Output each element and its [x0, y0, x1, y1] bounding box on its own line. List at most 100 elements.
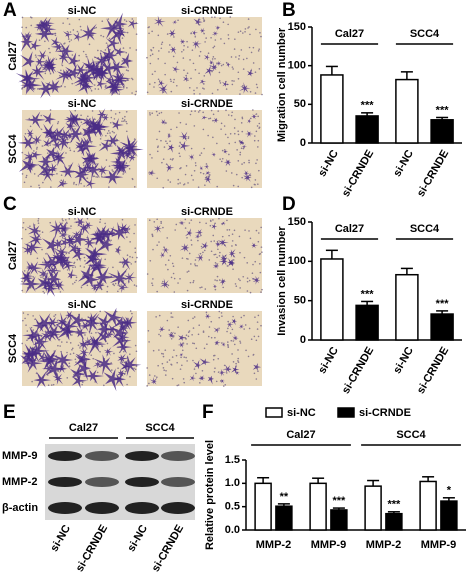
- pore: [253, 335, 256, 338]
- pore: [244, 324, 247, 326]
- pore: [156, 150, 159, 153]
- pore: [227, 114, 230, 116]
- pore: [193, 125, 196, 127]
- cell: [120, 355, 142, 377]
- pore: [28, 117, 31, 120]
- pore: [199, 109, 201, 112]
- x-tick-label: si-CRNDE: [340, 345, 376, 396]
- pore: [203, 32, 205, 35]
- pore: [82, 50, 85, 53]
- pore: [232, 268, 234, 270]
- pore: [208, 117, 210, 120]
- pore: [220, 38, 222, 40]
- pore: [166, 319, 169, 322]
- pore: [198, 55, 201, 57]
- pore: [197, 333, 200, 336]
- y-tick-label: 0: [300, 334, 306, 346]
- cell: [109, 144, 134, 165]
- pore: [129, 353, 131, 356]
- pore: [165, 140, 167, 143]
- pore: [257, 146, 259, 148]
- pore: [21, 280, 23, 283]
- pore: [219, 17, 221, 20]
- pore: [170, 316, 173, 318]
- cell: [158, 326, 166, 333]
- pore: [71, 347, 74, 350]
- pore: [256, 321, 259, 323]
- pore: [133, 367, 135, 370]
- pore: [183, 356, 186, 358]
- pore: [115, 310, 118, 313]
- pore: [121, 120, 123, 123]
- cell: [185, 228, 193, 237]
- pore: [186, 271, 189, 273]
- pore: [205, 37, 207, 39]
- cell: [100, 17, 125, 40]
- pore: [187, 137, 190, 140]
- pore: [44, 68, 47, 71]
- y-axis-label: Invasion cell number: [276, 226, 288, 336]
- pore: [77, 344, 80, 347]
- pore: [22, 312, 25, 314]
- pore: [117, 367, 119, 370]
- cell: [56, 178, 68, 188]
- pore: [167, 259, 170, 261]
- pore: [252, 263, 254, 266]
- band: [48, 451, 82, 461]
- cell: [219, 368, 226, 377]
- pore: [214, 367, 216, 369]
- pore: [152, 46, 155, 49]
- pore: [173, 78, 175, 81]
- pore: [169, 140, 171, 142]
- y-axis-label: Migration cell number: [276, 27, 288, 142]
- pore: [156, 376, 158, 378]
- cell: [199, 358, 211, 366]
- pore: [86, 217, 89, 220]
- pore: [255, 130, 258, 133]
- pore: [110, 369, 113, 371]
- pore: [71, 54, 74, 56]
- pore: [181, 50, 183, 53]
- pore: [160, 47, 163, 50]
- pore: [205, 311, 208, 314]
- cell: [67, 52, 80, 69]
- pore: [211, 70, 213, 73]
- cell: [103, 346, 114, 358]
- cell: [148, 169, 156, 177]
- pore: [256, 328, 259, 330]
- pore: [151, 157, 153, 159]
- pore: [247, 18, 250, 20]
- cell: [111, 320, 129, 340]
- pore: [242, 147, 245, 150]
- cell: [193, 17, 203, 26]
- pore: [99, 144, 102, 146]
- lane-label: si-NC: [48, 523, 73, 554]
- pore: [160, 111, 163, 114]
- x-tick-label: si-CRNDE: [415, 148, 451, 199]
- pore: [106, 132, 109, 135]
- pore: [149, 112, 151, 114]
- pore: [250, 186, 253, 189]
- cell: [82, 234, 98, 251]
- pore: [105, 42, 108, 44]
- cell: [213, 327, 221, 334]
- pore: [165, 122, 167, 125]
- pore: [42, 277, 45, 280]
- pore: [112, 283, 115, 285]
- pore: [150, 49, 153, 52]
- pore: [212, 234, 215, 237]
- pore: [250, 338, 253, 341]
- cell: [53, 312, 69, 331]
- pore: [190, 239, 193, 241]
- pore: [151, 53, 154, 56]
- cell: [214, 339, 221, 346]
- pore: [146, 56, 148, 59]
- panel-label: D: [282, 194, 296, 215]
- pore: [62, 22, 64, 24]
- cell: [83, 336, 94, 347]
- pore: [45, 252, 47, 255]
- pore: [248, 279, 251, 282]
- pore: [148, 219, 151, 222]
- pore: [94, 88, 97, 90]
- pore: [194, 259, 197, 261]
